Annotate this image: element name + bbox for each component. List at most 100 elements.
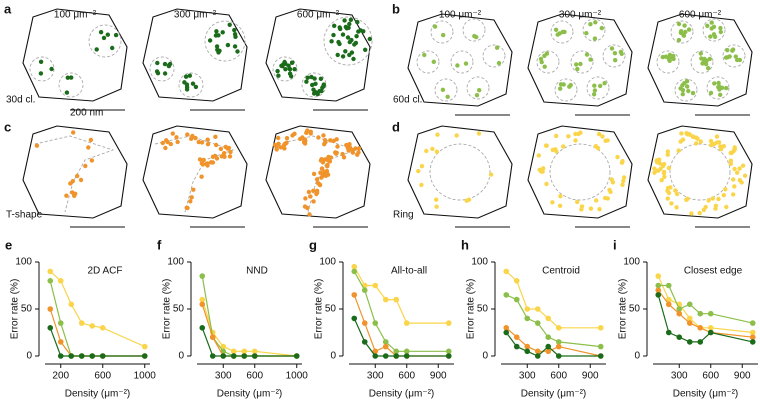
localization — [311, 199, 316, 204]
localization — [163, 145, 168, 151]
localization — [89, 158, 95, 163]
data-point — [597, 343, 604, 350]
localization — [424, 148, 429, 154]
localization — [341, 155, 347, 160]
localization — [317, 182, 323, 188]
cluster-outline — [690, 50, 714, 74]
data-point — [209, 334, 216, 341]
chart-title: Closest edge — [684, 266, 743, 277]
data-point — [445, 320, 452, 326]
localization — [618, 49, 624, 55]
localization — [588, 206, 594, 211]
localization — [729, 150, 734, 156]
data-point — [251, 348, 258, 355]
localization — [724, 204, 729, 210]
localization — [225, 146, 230, 151]
data-point — [403, 353, 410, 359]
localization — [662, 174, 667, 179]
localization — [613, 58, 618, 63]
localization — [321, 133, 326, 138]
localization — [742, 173, 748, 178]
localization — [676, 21, 682, 27]
panel-letter: i — [613, 237, 617, 252]
localization — [496, 60, 502, 66]
data-point — [372, 353, 379, 359]
localization — [666, 190, 672, 196]
localization — [207, 38, 213, 43]
localization — [168, 141, 173, 147]
localization — [175, 139, 180, 145]
data-point — [199, 301, 206, 308]
localization — [363, 47, 368, 52]
localization — [694, 141, 699, 146]
localization — [235, 49, 240, 54]
localization — [308, 194, 313, 199]
localization — [463, 61, 469, 66]
localization — [690, 90, 696, 96]
localization — [325, 172, 331, 177]
data-point — [78, 320, 85, 326]
cell-outline — [527, 125, 633, 219]
localization — [71, 130, 76, 135]
localization — [732, 166, 737, 172]
data-point — [47, 268, 54, 275]
localization — [310, 82, 315, 88]
localization — [276, 135, 281, 141]
data-point — [382, 353, 389, 359]
localization — [334, 151, 339, 156]
data-point — [503, 268, 510, 275]
localization — [737, 178, 742, 183]
data-point — [534, 320, 541, 326]
localization — [676, 37, 682, 43]
cluster-outline — [466, 76, 490, 100]
data-point — [555, 325, 562, 331]
localization — [343, 49, 348, 54]
localization — [709, 26, 714, 31]
localization — [110, 45, 115, 51]
localization — [162, 71, 168, 76]
density-label: 300 μm⁻² — [174, 10, 217, 21]
localization — [740, 163, 746, 168]
localization — [698, 139, 703, 144]
cluster-outline — [272, 56, 298, 82]
localization — [313, 81, 318, 87]
localization — [346, 146, 352, 152]
localization — [355, 152, 360, 157]
localization — [286, 63, 291, 68]
localization — [588, 22, 593, 27]
data-point — [199, 273, 206, 279]
panel-letter: c — [4, 119, 11, 134]
data-point — [513, 278, 520, 284]
x-tick-label: 600 — [94, 371, 111, 382]
cluster-outline — [554, 78, 578, 102]
localization — [594, 198, 599, 203]
data-point — [57, 339, 64, 345]
x-tick-label: 300 — [367, 371, 384, 382]
y-tick-label: 50 — [477, 304, 489, 315]
x-tick-label: 900 — [430, 371, 447, 382]
localization — [282, 142, 287, 148]
localization — [311, 91, 317, 96]
data-point — [351, 292, 358, 298]
localization — [609, 177, 614, 182]
localization — [732, 145, 737, 150]
data-point — [676, 310, 683, 317]
cluster-outline — [722, 44, 746, 68]
localization — [661, 171, 667, 176]
localization — [324, 169, 330, 174]
localization — [38, 71, 44, 76]
localization — [598, 83, 603, 89]
data-point — [372, 320, 379, 326]
localization — [432, 24, 438, 29]
localization — [727, 54, 732, 59]
localization — [282, 146, 287, 151]
localization — [233, 34, 238, 39]
localization — [615, 154, 620, 160]
localization — [575, 199, 580, 205]
panel-caption: 30d cl. — [6, 95, 35, 106]
localization — [329, 39, 334, 44]
data-point — [749, 329, 756, 336]
localization — [593, 20, 598, 25]
data-point — [655, 282, 662, 289]
